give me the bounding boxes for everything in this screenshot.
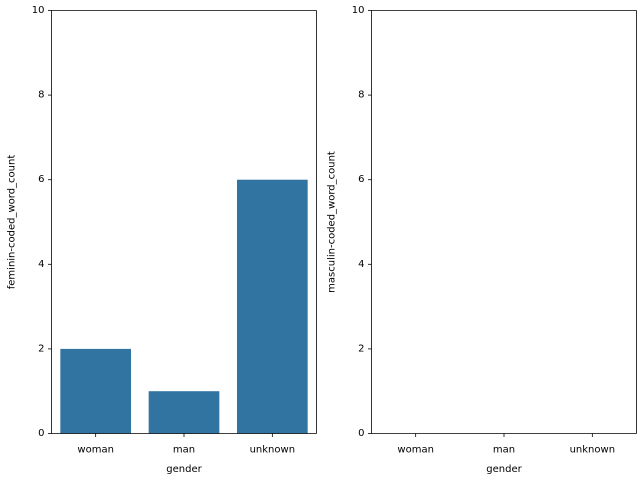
chart-1-ytick-label: 4 [38, 259, 44, 270]
chart-1-bar-woman [60, 348, 131, 434]
chart-1-ylabel: feminin-coded_word_count [7, 155, 18, 290]
chart-2-ytick-label: 10 [352, 5, 365, 16]
chart-2-ytick-label: 8 [358, 90, 364, 101]
chart-2-ylabel: masculin-coded_word_count [327, 151, 338, 293]
chart-2-ytick-label: 0 [358, 428, 364, 439]
chart-1-bar-unknown [237, 179, 308, 434]
chart-2-xtick-label: woman [397, 445, 434, 456]
chart-2-ytick-label: 2 [358, 343, 364, 354]
chart-1-xtick-label: man [173, 445, 195, 456]
chart-2-ytick-label: 4 [358, 259, 364, 270]
chart-2-ytick-label: 6 [358, 174, 364, 185]
chart-1-xlabel: gender [166, 464, 202, 475]
chart-2-xlabel: gender [486, 464, 522, 475]
chart-1-ytick-label: 0 [38, 428, 44, 439]
chart-1-bar-man [148, 391, 220, 434]
chart-1-ytick-label: 2 [38, 343, 44, 354]
chart-1-xtick-label: unknown [250, 445, 295, 456]
chart-1-ytick-label: 6 [38, 174, 44, 185]
chart-1-xtick-label: woman [77, 445, 114, 456]
chart-2-xtick-label: man [493, 445, 515, 456]
chart-1-ytick-label: 8 [38, 90, 44, 101]
chart-1-ytick-label: 10 [32, 5, 45, 16]
chart-2-xtick-label: unknown [570, 445, 615, 456]
